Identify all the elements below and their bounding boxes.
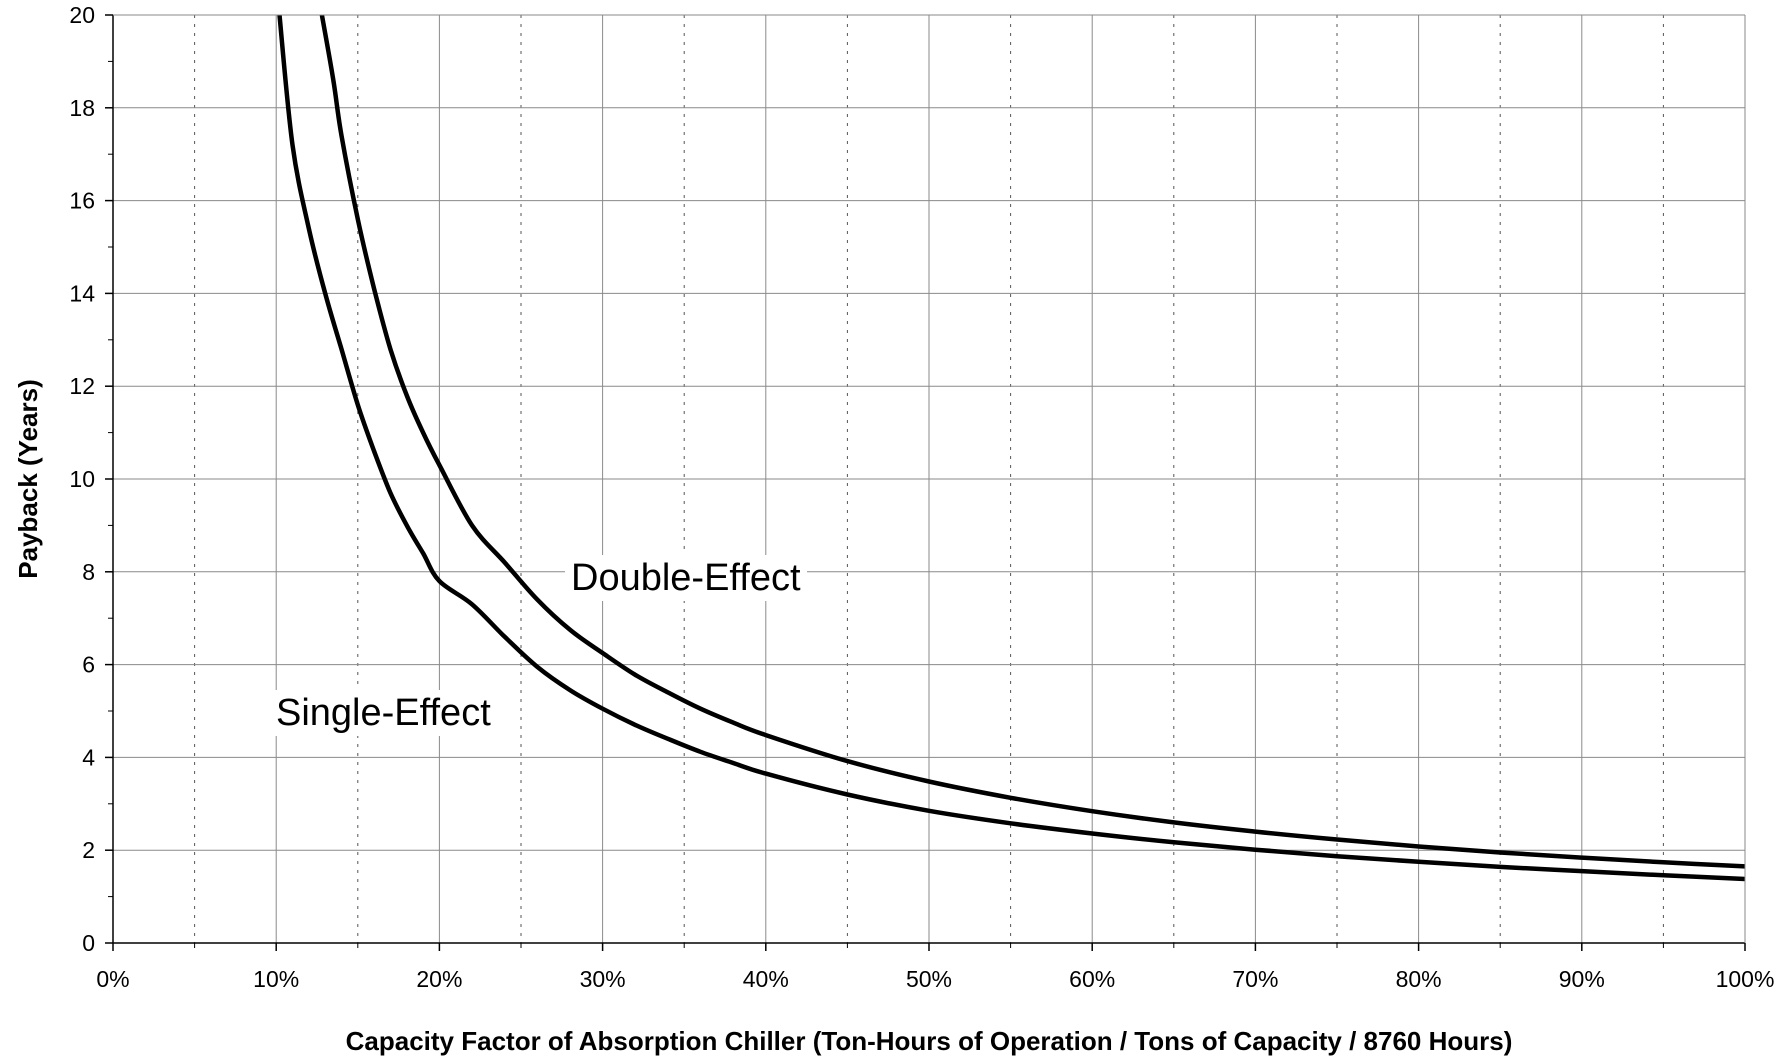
y-tick-label: 14	[69, 280, 95, 306]
x-tick-label: 50%	[906, 966, 952, 992]
double-effect-label: Double-Effect	[571, 557, 801, 599]
x-tick-label: 60%	[1069, 966, 1115, 992]
y-tick-label: 16	[69, 188, 95, 214]
x-tick-label: 10%	[253, 966, 299, 992]
double-effect-line	[319, 14, 1746, 869]
y-tick-label: 0	[82, 930, 95, 956]
x-tick-label: 0%	[96, 966, 129, 992]
y-tick-label: 12	[69, 373, 95, 399]
y-tick-label: 2	[82, 837, 95, 863]
x-tick-label: 30%	[580, 966, 626, 992]
x-tick-label: 40%	[743, 966, 789, 992]
x-axis-ticks: 0% 10% 20% 30% 40% 50% 60% 70% 80% 90% 100%	[96, 943, 1774, 992]
y-tick-label: 20	[69, 2, 95, 28]
y-tick-label: 6	[82, 652, 95, 678]
x-axis-title: Capacity Factor of Absorption Chiller (T…	[346, 1026, 1513, 1056]
y-axis-ticks: 0 2 4 6 8 10 12 14 16 18 20	[69, 2, 113, 956]
y-tick-label: 4	[82, 744, 95, 770]
x-tick-label: 20%	[416, 966, 462, 992]
x-tick-label: 90%	[1559, 966, 1605, 992]
single-effect-line	[277, 14, 1746, 882]
y-axis-title: Payback (Years)	[13, 379, 43, 578]
series-lines	[277, 14, 1746, 882]
x-tick-label: 100%	[1716, 966, 1775, 992]
x-tick-label: 80%	[1396, 966, 1442, 992]
y-tick-label: 18	[69, 95, 95, 121]
y-tick-label: 10	[69, 466, 95, 492]
series-label-backgrounds	[270, 555, 807, 736]
single-effect-label: Single-Effect	[276, 692, 491, 734]
y-tick-label: 8	[82, 559, 95, 585]
minor-gridlines	[194, 15, 1664, 943]
x-tick-label: 70%	[1232, 966, 1278, 992]
series-label-background	[565, 555, 807, 601]
series-label-background	[270, 690, 498, 736]
